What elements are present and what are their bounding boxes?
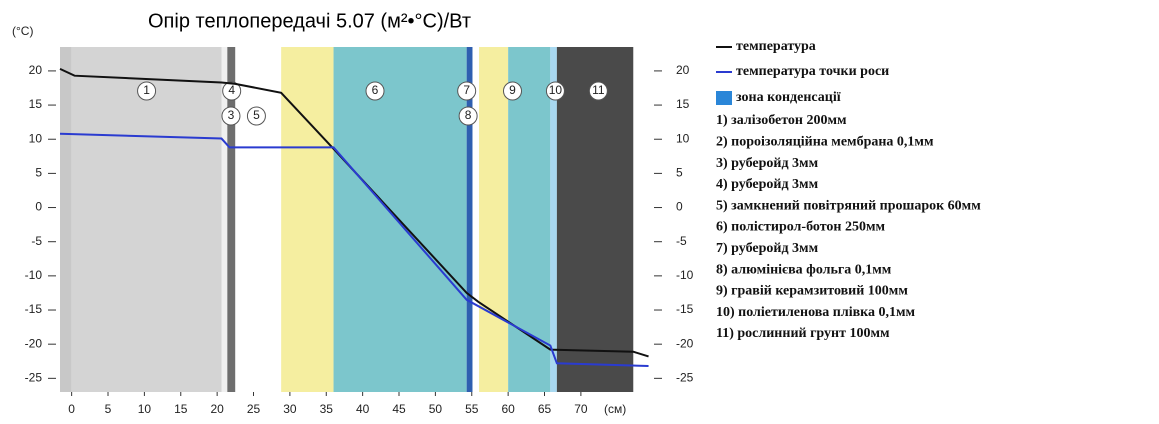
- y-tick-label: 15: [29, 97, 43, 111]
- y2-tick-label: 15: [676, 97, 690, 111]
- chart-title: Опір теплопередачі 5.07 (м²•°С)/Вт: [148, 10, 471, 32]
- x-tick-label: 5: [105, 402, 112, 416]
- layer-legend-item: 5) замкнений повітряний прошарок 60мм: [716, 198, 981, 213]
- layer-band: [235, 47, 282, 392]
- x-tick-label: 30: [283, 402, 297, 416]
- layer-legend-item: 6) полістирол-ботон 250мм: [716, 220, 885, 235]
- series-line: [59, 132, 649, 368]
- y2-tick-label: -15: [676, 302, 694, 316]
- layer-band: [479, 47, 509, 392]
- layer-marker-label: 9: [509, 83, 516, 97]
- y-tick-label: 10: [29, 131, 43, 145]
- layer-marker: [246, 106, 266, 126]
- y2-tick-label: -5: [676, 234, 687, 248]
- layer-legend-item: 4) руберойд 3мм: [716, 177, 819, 192]
- layer-marker-label: 6: [372, 83, 379, 97]
- x-tick-label: 35: [320, 402, 334, 416]
- legend-label: температура: [736, 39, 816, 54]
- y-tick-label: 0: [35, 200, 42, 214]
- layer-band: [281, 47, 334, 392]
- x-tick-label: 20: [210, 402, 224, 416]
- x-tick-label: 15: [174, 402, 188, 416]
- layer-marker-label: 11: [592, 83, 605, 97]
- layer-legend-item: 8) алюмінієва фольга 0,1мм: [716, 262, 892, 277]
- x-tick-label: 10: [138, 402, 152, 416]
- layer-marker-label: 8: [465, 108, 472, 122]
- y-tick-label: 5: [35, 166, 42, 180]
- layer-marker: [222, 81, 242, 101]
- legend-label: зона конденсації: [736, 90, 841, 105]
- layer-band: [227, 47, 236, 392]
- layer-band: [556, 47, 634, 392]
- legend-swatch: [716, 91, 732, 105]
- layer-marker-label: 5: [253, 108, 260, 122]
- layer-legend-item: 1) залізобетон 200мм: [716, 113, 847, 128]
- x-tick-label: 40: [356, 402, 370, 416]
- y-tick-label: -25: [25, 371, 43, 385]
- y2-tick-label: 5: [676, 166, 683, 180]
- layer-legend-item: 11) рослинний грунт 100мм: [716, 326, 890, 341]
- layer-marker-label: 1: [143, 83, 150, 97]
- layer-marker: [458, 106, 478, 126]
- layer-marker-label: 7: [463, 83, 470, 97]
- y-tick-label: -20: [25, 336, 43, 350]
- y-axis-label: (°C): [12, 24, 33, 38]
- layer-band: [60, 47, 72, 392]
- y2-tick-label: -10: [676, 268, 694, 282]
- legend-label: температура точки роси: [736, 64, 889, 79]
- layer-marker: [137, 81, 157, 101]
- layer-legend-item: 3) руберойд 3мм: [716, 156, 819, 171]
- layer-marker-label: 3: [228, 108, 235, 122]
- layer-marker: [503, 81, 523, 101]
- layer-marker: [221, 106, 241, 126]
- x-axis-label: (см): [604, 402, 626, 416]
- x-tick-label: 65: [538, 402, 552, 416]
- y2-tick-label: 20: [676, 63, 690, 77]
- x-tick-label: 50: [429, 402, 443, 416]
- x-tick-label: 60: [501, 402, 515, 416]
- layer-legend-item: 10) поліетиленова плівка 0,1мм: [716, 305, 916, 320]
- layer-marker: [588, 81, 608, 101]
- x-tick-label: 55: [465, 402, 479, 416]
- layer-band: [71, 47, 222, 392]
- x-tick-label: 70: [574, 402, 588, 416]
- x-tick-label: 25: [247, 402, 261, 416]
- y2-tick-label: -20: [676, 336, 694, 350]
- x-tick-label: 45: [392, 402, 406, 416]
- x-tick-label: 0: [68, 402, 75, 416]
- layer-marker: [365, 81, 385, 101]
- layer-band: [472, 47, 480, 392]
- y2-tick-label: 10: [676, 131, 690, 145]
- layer-marker-label: 4: [228, 83, 235, 97]
- layer-marker-label: 10: [549, 83, 563, 97]
- layer-legend-item: 9) гравій керамзитовий 100мм: [716, 284, 908, 299]
- y2-tick-label: 0: [676, 200, 683, 214]
- layer-band: [221, 47, 228, 392]
- y2-tick-label: -25: [676, 371, 694, 385]
- layer-legend-item: 7) руберойд 3мм: [716, 241, 819, 256]
- layer-legend-item: 2) пороізоляційна мембрана 0,1мм: [716, 135, 934, 150]
- y-tick-label: -5: [31, 234, 42, 248]
- layer-marker: [457, 81, 477, 101]
- layer-band: [550, 47, 557, 392]
- y-tick-label: -10: [25, 268, 43, 282]
- layer-marker: [545, 81, 565, 101]
- y-tick-label: 20: [29, 63, 43, 77]
- layer-band: [466, 47, 473, 392]
- y-tick-label: -15: [25, 302, 43, 316]
